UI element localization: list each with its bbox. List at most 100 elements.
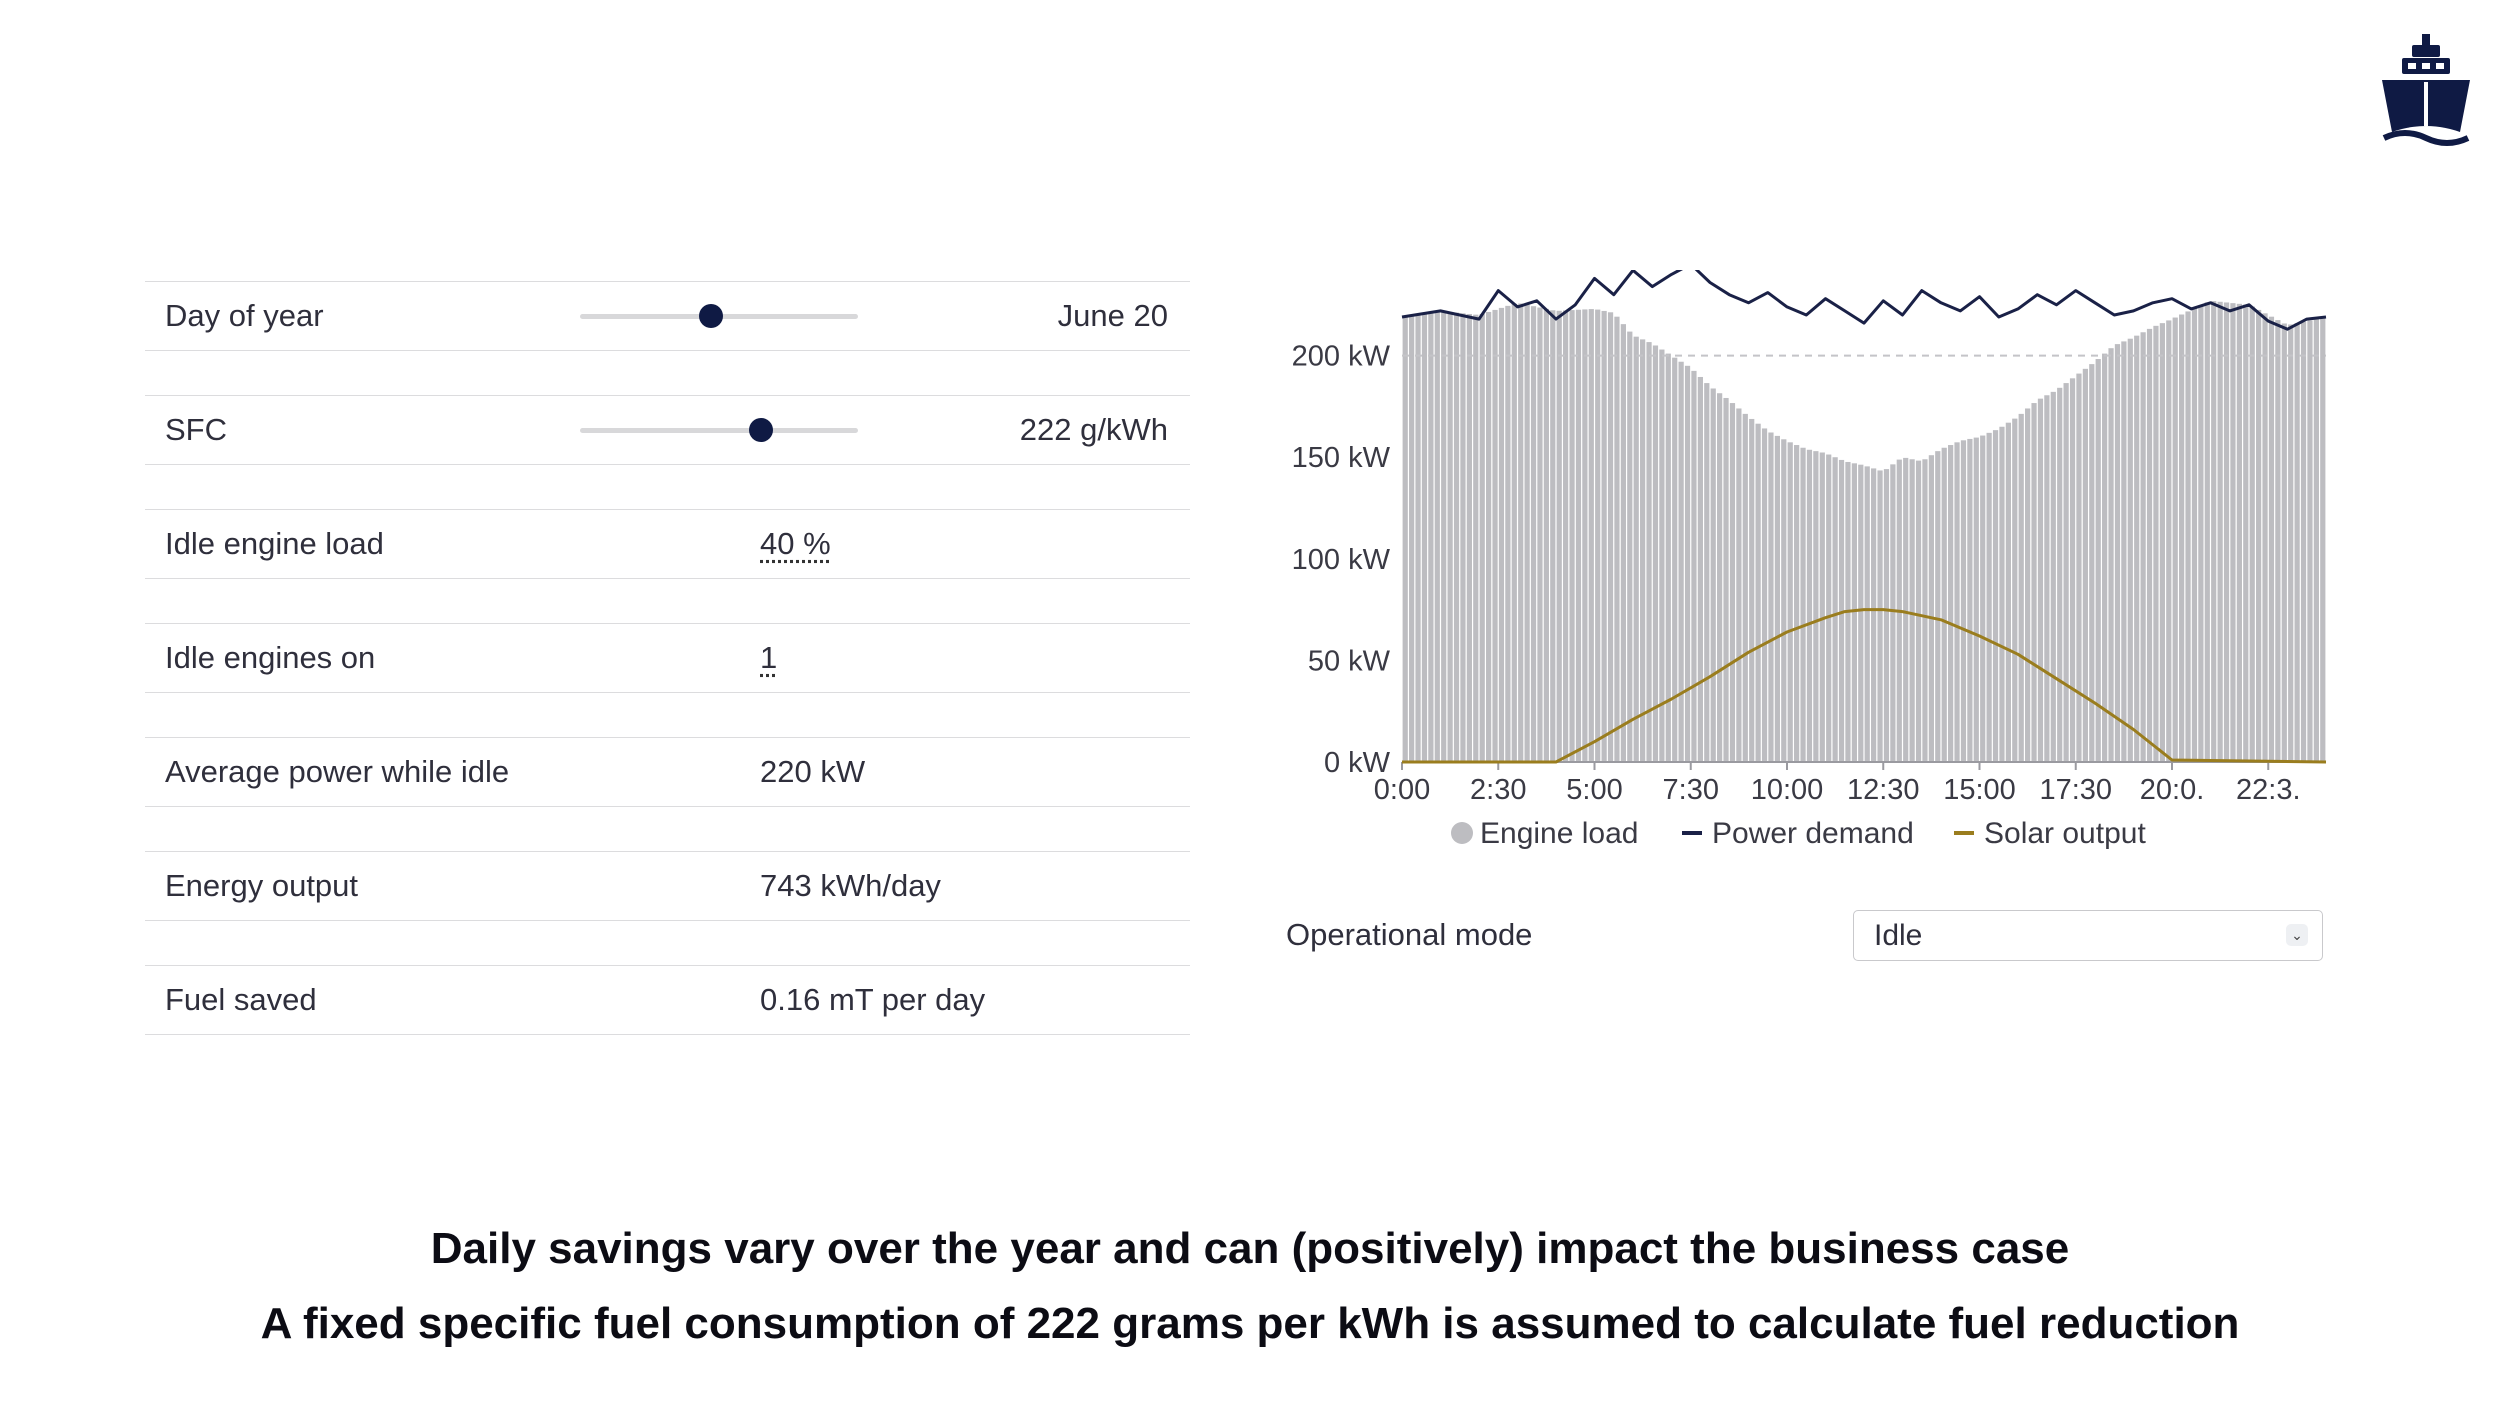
- engine-load-bar: [2146, 328, 2153, 762]
- average-power-idle-value: 220 kW: [760, 754, 866, 789]
- row-idle-engines-on: Idle engines on 1: [145, 623, 1190, 693]
- engine-load-bar: [2102, 353, 2108, 762]
- engine-load-bar: [1684, 365, 1691, 762]
- legend-solar-output: Solar output: [1984, 817, 2146, 850]
- engine-load-bar: [1607, 312, 1614, 762]
- engine-load-bar: [1960, 440, 1967, 762]
- engine-load-bar: [1704, 383, 1710, 762]
- engine-load-bar: [1511, 303, 1517, 762]
- engine-load-bar: [1742, 413, 1748, 762]
- engine-load-bar: [1518, 303, 1524, 762]
- engine-load-bar: [1819, 452, 1825, 762]
- y-tick-label: 200 kW: [1292, 341, 1391, 373]
- engine-load-bar: [1832, 457, 1838, 762]
- engine-load-bar: [1915, 460, 1922, 762]
- engine-load-bar: [2217, 301, 2223, 762]
- idle-engines-on-label: Idle engines on: [165, 640, 376, 675]
- engine-load-bar: [1492, 309, 1498, 762]
- energy-chart: 0 kW 50 kW 100 kW 150 kW 200 kW 0:00 2:30 5:00 7…: [1292, 270, 2327, 850]
- legend-engine-load-marker: [1451, 822, 1473, 844]
- x-tick-label: 15:00: [1943, 774, 2016, 806]
- engine-load-bar: [1633, 336, 1639, 762]
- engine-load-bar: [2095, 359, 2101, 762]
- operational-mode-value: Idle: [1874, 919, 1923, 952]
- engine-load-bar: [1460, 313, 1466, 762]
- engine-load-bar: [2204, 302, 2210, 762]
- engine-load-bar: [1999, 426, 2005, 762]
- engine-load-bar: [2114, 344, 2121, 762]
- engine-load-bar: [1614, 316, 1620, 762]
- engine-load-bar: [1498, 307, 1505, 762]
- engine-load-bar: [1550, 310, 1556, 762]
- engine-load-bar: [2089, 364, 2095, 762]
- engine-load-bar: [2025, 408, 2031, 762]
- power-demand-line: [1401, 270, 2327, 331]
- engine-load-bar: [2275, 320, 2281, 762]
- engine-load-bar: [1421, 313, 1428, 762]
- engine-load-bar: [2005, 422, 2011, 762]
- slider-thumb[interactable]: [698, 304, 723, 328]
- engine-load-bar: [1736, 408, 1742, 762]
- engine-load-bar: [1595, 309, 1601, 762]
- engine-load-bar: [1954, 442, 1960, 762]
- engine-load-bar: [1434, 311, 1440, 762]
- idle-engine-load-input[interactable]: 40 %: [760, 526, 831, 561]
- engine-load-bar: [2198, 305, 2204, 762]
- caption-line-2: A fixed specific fuel consumption of 222…: [260, 1299, 2240, 1348]
- engine-load-bar: [1486, 311, 1492, 762]
- engine-load-bar: [1774, 435, 1780, 762]
- x-tick-label: 2:30: [1470, 774, 1526, 806]
- engine-load-bar: [1973, 437, 1979, 762]
- engine-load-bar: [1659, 349, 1665, 762]
- engine-load-bar: [2223, 302, 2230, 762]
- legend-engine-load: Engine load: [1480, 817, 1638, 850]
- engine-load-bar: [2108, 348, 2114, 762]
- idle-engines-on-input[interactable]: 1: [760, 640, 778, 675]
- engine-load-bar: [2121, 341, 2127, 762]
- engine-load-bar: [1935, 451, 1941, 762]
- engine-load-bar: [1941, 447, 1947, 762]
- legend-power-demand: Power demand: [1712, 817, 1914, 850]
- engine-load-bar: [2300, 321, 2307, 762]
- engine-load-bar: [1948, 445, 1954, 762]
- engine-load-bar: [1601, 310, 1607, 762]
- operational-mode-select[interactable]: Idle ⌄: [1853, 910, 2323, 961]
- engine-load-bar: [1723, 397, 1729, 762]
- engine-load-bar: [1524, 304, 1530, 762]
- engine-load-bar: [2294, 323, 2300, 762]
- engine-load-bar: [1582, 309, 1588, 762]
- engine-load-bar: [1858, 464, 1864, 762]
- engine-load-bar: [2268, 316, 2275, 762]
- sfc-value: 222 g/kWh: [1019, 412, 1168, 447]
- engine-load-bar: [1967, 438, 1973, 762]
- sfc-slider[interactable]: [580, 418, 858, 442]
- engine-load-bar: [2134, 335, 2140, 762]
- engine-load-bar: [2050, 391, 2056, 762]
- engine-load-bar: [1447, 311, 1453, 762]
- engine-load-bar: [2191, 308, 2198, 762]
- row-fuel-saved: Fuel saved 0.16 mT per day: [145, 965, 1190, 1035]
- engine-load-bar: [2185, 311, 2191, 762]
- engine-load-bar: [2211, 301, 2217, 762]
- engine-load-bar: [2307, 320, 2313, 762]
- engine-load-bar: [1768, 432, 1774, 762]
- engine-load-bar: [1806, 449, 1813, 762]
- engine-load-bar: [1755, 423, 1761, 762]
- idle-engine-load-label: Idle engine load: [165, 526, 384, 561]
- x-tick-label: 17:30: [2039, 774, 2112, 806]
- engine-load-bar: [1537, 307, 1543, 762]
- solar-output-line: [1402, 608, 2327, 764]
- chevron-down-icon: ⌄: [2286, 924, 2308, 946]
- slider-thumb[interactable]: [748, 418, 773, 442]
- engine-load-bar: [1672, 357, 1678, 762]
- day-of-year-slider[interactable]: [580, 304, 858, 328]
- engine-load-bar: [2243, 304, 2249, 762]
- engine-load-bar: [1569, 310, 1575, 762]
- engine-load-bar: [2153, 325, 2159, 762]
- engine-load-bar: [2249, 306, 2255, 762]
- engine-load-bar: [1922, 459, 1928, 762]
- energy-output-label: Energy output: [165, 868, 359, 903]
- engine-load-bar: [1575, 309, 1582, 762]
- engine-load-bar: [1749, 418, 1755, 762]
- engine-load-bar: [2236, 303, 2242, 762]
